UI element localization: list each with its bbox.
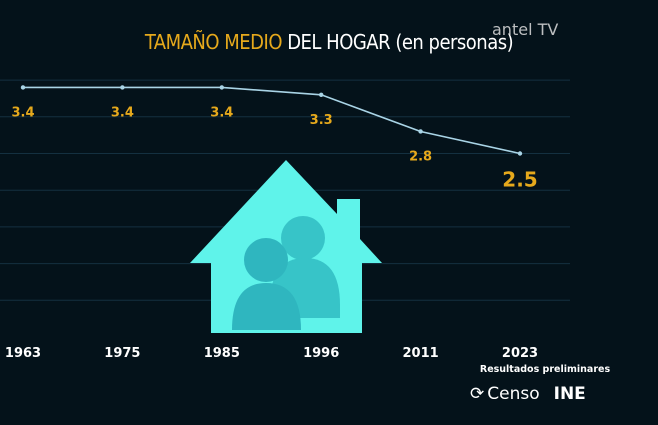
x-tick-label: 2011 [403,346,439,361]
data-point [120,85,125,90]
house-with-people-icon [190,160,382,333]
title-rest: DEL HOGAR (en personas) [287,30,514,54]
person-front-head [244,238,288,282]
data-label: 2.8 [409,149,432,164]
x-tick-label: 1975 [104,346,140,361]
series-line [23,86,521,155]
person-front-body [232,283,301,330]
data-label: 2.5 [502,168,537,192]
brand-logo: antel TV [492,20,559,39]
data-point [219,85,224,90]
data-label: 3.4 [11,105,34,120]
title-highlight: TAMAÑO MEDIO [144,30,283,54]
data-label: 3.4 [210,105,233,120]
data-point [517,151,523,156]
x-tick-label: 1963 [5,346,41,361]
data-label: 3.3 [310,113,333,128]
x-tick-label: 1985 [204,346,240,361]
data-point [20,85,26,90]
x-tick-label: 2023 [502,346,538,361]
logos: ⟳ Censo INE [470,384,586,404]
data-label: 3.4 [111,105,134,120]
data-point [418,129,423,134]
ine-logo: INE [553,384,586,404]
footer-note: Resultados preliminares [479,364,611,375]
person-back-head [281,216,325,260]
censo-icon: ⟳ [470,384,485,404]
data-point [319,92,324,97]
censo-logo: ⟳ Censo [470,384,540,404]
x-tick-label: 1996 [303,346,339,361]
chart-title: TAMAÑO MEDIO DEL HOGAR (en personas) [0,30,658,54]
